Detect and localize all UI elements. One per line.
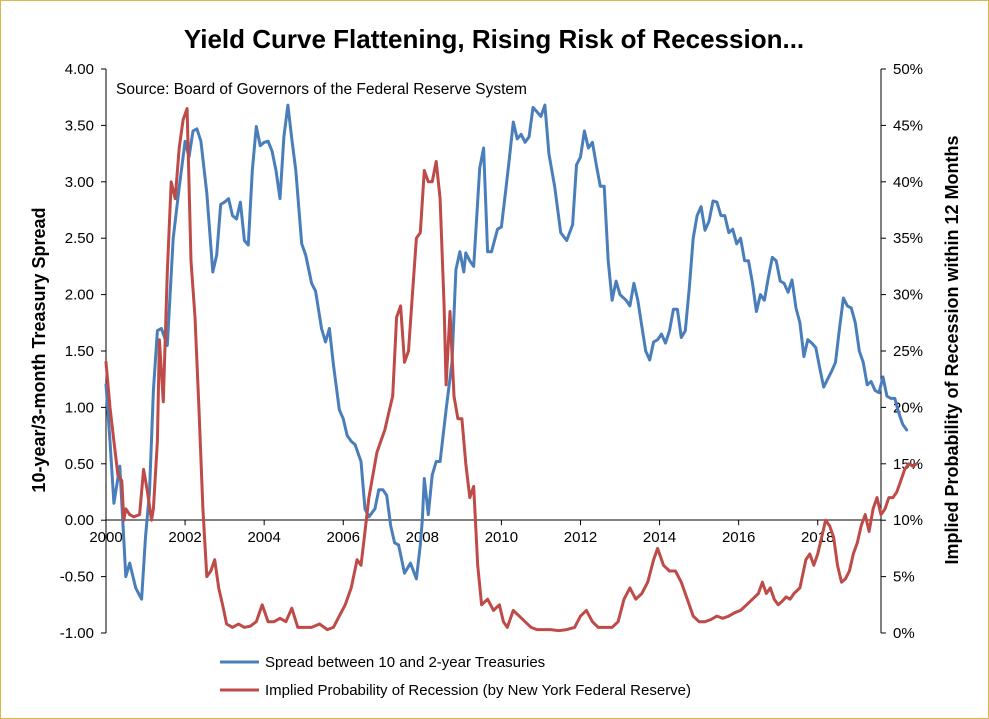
y-left-ticks: -1.00 -0.50 0.00 0.50 1.00 1.50 2.00 2.50 3.00 3.… xyxy=(60,61,106,642)
legend-label-spread: Spread between 10 and 2-year Treasuries xyxy=(265,654,545,671)
y-left-tick-label: 3.00 xyxy=(65,174,94,191)
series-line-recession-probability xyxy=(104,107,919,633)
y-right-tick-label: 40% xyxy=(893,174,923,191)
y-right-tick-label: 10% xyxy=(893,512,923,529)
x-tick-label: 2004 xyxy=(247,529,280,546)
y-left-tick-label: 1.50 xyxy=(65,343,94,360)
y-right-tick-label: 45% xyxy=(893,117,923,134)
y-right-tick-label: 0% xyxy=(893,625,915,642)
y-left-axis-label: 10-year/3-month Treasury Spread xyxy=(29,207,49,492)
y-left-tick-label: 1.00 xyxy=(65,399,94,416)
legend: Spread between 10 and 2-year Treasuries … xyxy=(220,654,691,699)
x-tick-label: 2006 xyxy=(327,529,360,546)
y-left-tick-label: 4.00 xyxy=(65,61,94,78)
y-right-tick-label: 30% xyxy=(893,287,923,304)
chart-title: Yield Curve Flattening, Rising Risk of R… xyxy=(184,24,804,54)
x-tick-label: 2010 xyxy=(485,529,518,546)
y-right-tick-label: 20% xyxy=(893,399,923,416)
chart-source: Source: Board of Governors of the Federa… xyxy=(116,81,527,98)
x-tick-label: 2012 xyxy=(564,529,597,546)
series-line-spread xyxy=(104,103,909,601)
y-right-tick-label: 35% xyxy=(893,230,923,247)
x-tick-label: 2014 xyxy=(643,529,676,546)
legend-label-recession: Implied Probability of Recession (by New… xyxy=(265,682,691,699)
x-tick-label: 2002 xyxy=(168,529,201,546)
series-layer xyxy=(104,103,919,633)
y-right-axis-label: Implied Probability of Recession within … xyxy=(942,135,962,564)
x-ticks: 2000 2002 2004 2006 2008 2010 2012 2014 2016 2018 xyxy=(89,520,834,546)
x-tick-label: 2018 xyxy=(801,529,834,546)
y-right-tick-label: 5% xyxy=(893,569,915,586)
y-right-tick-label: 25% xyxy=(893,343,923,360)
y-left-tick-label: -0.50 xyxy=(60,569,94,586)
y-left-tick-label: 3.50 xyxy=(65,117,94,134)
x-tick-label: 2000 xyxy=(89,529,122,546)
y-right-ticks: 0%5%10%15%20%25%30%35%40%45%50% xyxy=(881,61,923,642)
y-left-tick-label: 2.50 xyxy=(65,230,94,247)
y-left-tick-label: 0.50 xyxy=(65,456,94,473)
y-left-tick-label: 2.00 xyxy=(65,287,94,304)
y-left-tick-label: 0.00 xyxy=(65,512,94,529)
x-tick-label: 2016 xyxy=(722,529,755,546)
axes xyxy=(105,69,882,633)
y-right-tick-label: 50% xyxy=(893,61,923,78)
y-left-tick-label: -1.00 xyxy=(60,625,94,642)
